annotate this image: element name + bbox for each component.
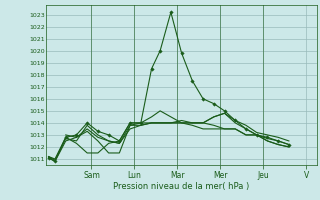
X-axis label: Pression niveau de la mer( hPa ): Pression niveau de la mer( hPa ) [114,182,250,191]
